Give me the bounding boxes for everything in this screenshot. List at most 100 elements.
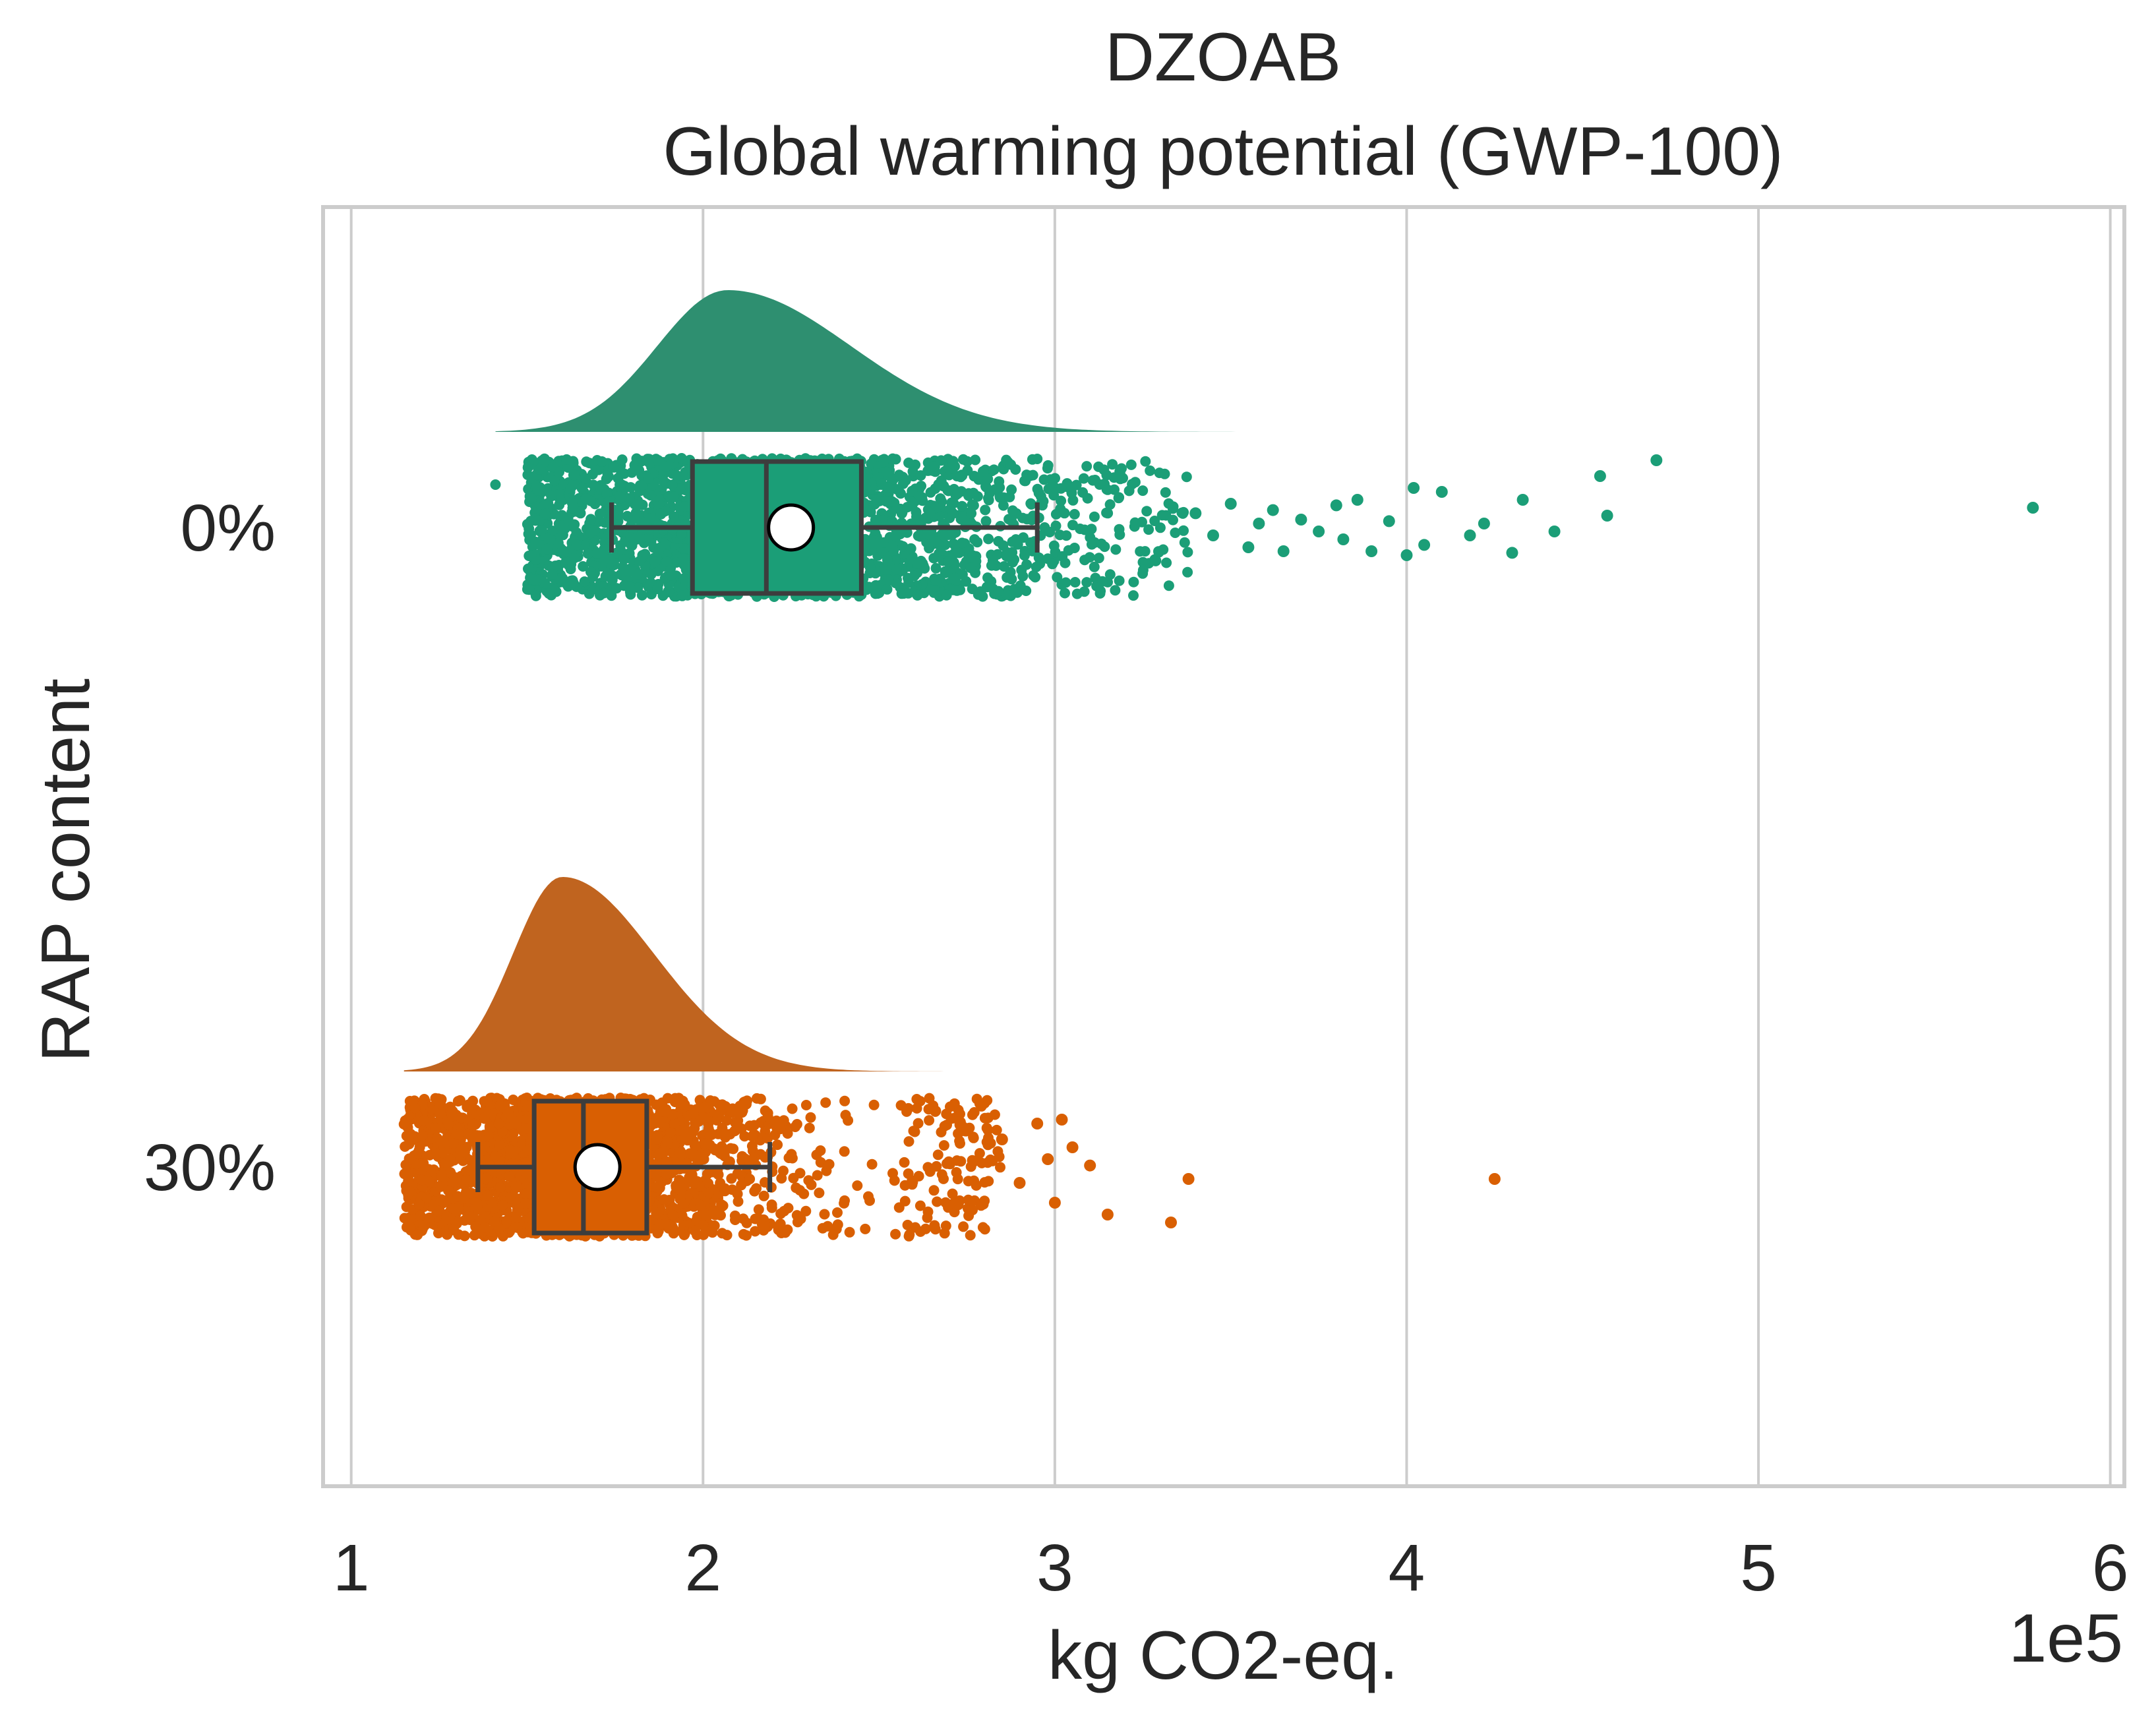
data-point [803, 1175, 814, 1186]
y-tick-label: 30% [144, 1131, 276, 1205]
data-point [522, 462, 533, 473]
data-point [907, 466, 918, 477]
data-point [972, 537, 983, 548]
data-point [889, 1175, 900, 1186]
data-point [510, 1212, 522, 1223]
data-point [1001, 551, 1012, 562]
data-point [932, 1196, 943, 1207]
data-point [979, 1112, 990, 1124]
data-point [979, 1195, 990, 1207]
data-point [571, 539, 582, 551]
chart-title-line2: Global warming potential (GWP-100) [663, 113, 1783, 190]
data-point [669, 511, 679, 522]
data-point [947, 1188, 958, 1199]
outlier-point [1048, 1197, 1061, 1209]
data-point [613, 473, 624, 484]
data-point [983, 1176, 994, 1187]
data-point [453, 1129, 464, 1140]
data-point [881, 466, 892, 477]
data-point [559, 523, 570, 534]
data-point [1056, 495, 1067, 506]
data-point [736, 1180, 747, 1191]
data-point [534, 464, 545, 475]
data-point [814, 1188, 825, 1199]
y-axis-label: RAP content [28, 678, 104, 1062]
data-point [520, 1123, 531, 1134]
data-point [467, 1120, 479, 1131]
data-point [554, 466, 564, 477]
data-point [958, 454, 969, 465]
data-point [448, 1138, 459, 1149]
outlier-point [1337, 533, 1350, 545]
data-point [1150, 555, 1161, 566]
outlier-point [1435, 486, 1448, 498]
data-point [936, 455, 947, 466]
data-point [1055, 503, 1066, 514]
data-point [402, 1169, 413, 1180]
data-point [843, 1115, 854, 1126]
data-point [482, 1097, 493, 1107]
data-point [1107, 459, 1118, 470]
data-point [1154, 522, 1166, 533]
data-point [1153, 546, 1164, 557]
data-point [436, 1170, 448, 1181]
data-point [728, 1143, 739, 1155]
data-point [475, 1214, 487, 1225]
data-point [930, 562, 942, 574]
data-point [533, 515, 543, 526]
data-point [778, 1165, 789, 1176]
data-point [915, 1226, 926, 1237]
data-point [398, 1119, 409, 1130]
data-point [550, 560, 561, 572]
data-point [547, 568, 558, 580]
data-point [632, 582, 644, 593]
data-point [615, 493, 626, 504]
data-point [1075, 524, 1086, 534]
data-point [412, 1229, 423, 1240]
data-point [1071, 479, 1082, 491]
data-point [957, 500, 968, 512]
outlier-point [2027, 502, 2039, 514]
data-point [675, 1125, 686, 1136]
data-point [1104, 499, 1116, 510]
data-point [461, 1174, 471, 1185]
data-point [643, 473, 654, 484]
data-point [520, 1114, 531, 1126]
outlier-point [1330, 499, 1342, 512]
data-point [800, 1205, 812, 1217]
data-point [1129, 477, 1141, 488]
data-point [467, 1132, 477, 1143]
data-point [432, 1133, 443, 1144]
data-point [651, 1133, 663, 1145]
data-point [652, 1228, 663, 1239]
data-point [973, 589, 984, 600]
data-point [661, 557, 673, 567]
data-point [986, 560, 997, 571]
data-point [968, 1131, 979, 1143]
data-point [539, 508, 551, 520]
data-point [715, 1178, 726, 1189]
mean-marker [573, 1143, 622, 1191]
data-point [580, 493, 591, 504]
data-point [823, 1159, 835, 1170]
data-point [887, 453, 898, 464]
data-point [876, 478, 887, 489]
data-point [589, 525, 600, 536]
data-point [464, 1164, 475, 1176]
data-point [1182, 566, 1193, 578]
data-point [772, 1139, 783, 1151]
data-point [605, 553, 616, 564]
data-point [445, 1167, 456, 1178]
data-point [812, 1170, 823, 1181]
data-point [414, 1199, 425, 1210]
data-point [502, 1107, 514, 1118]
data-point [1082, 493, 1093, 504]
data-point [1069, 508, 1080, 520]
data-point [976, 1157, 988, 1168]
data-point [883, 574, 894, 586]
data-point [465, 1188, 477, 1199]
data-point [924, 1166, 936, 1177]
data-point [732, 1188, 743, 1199]
data-point [977, 1222, 988, 1233]
data-point [733, 1108, 744, 1119]
